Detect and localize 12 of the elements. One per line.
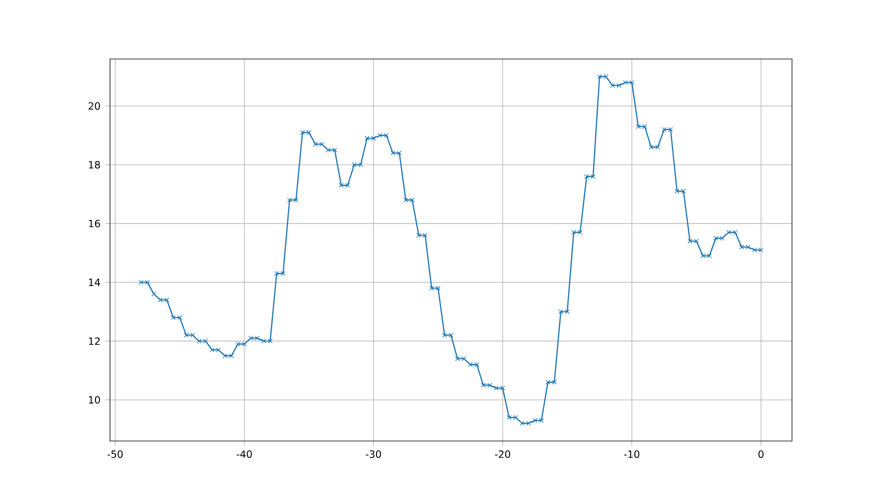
y-tick-label: 10: [89, 396, 100, 404]
x-tick-label: -10: [624, 450, 640, 458]
y-tick-label: 16: [89, 220, 100, 228]
x-tick-label: -50: [107, 450, 123, 458]
y-tick-label: 20: [88, 102, 100, 110]
x-tick-label: -30: [366, 450, 381, 458]
x-tick-label: 0: [758, 450, 764, 458]
y-tick-label: 18: [89, 160, 100, 169]
x-tick-label: -20: [494, 450, 510, 458]
y-tick-label: 14: [89, 278, 100, 286]
y-tick-label: 12: [89, 337, 100, 345]
x-tick-label: -40: [236, 450, 252, 458]
